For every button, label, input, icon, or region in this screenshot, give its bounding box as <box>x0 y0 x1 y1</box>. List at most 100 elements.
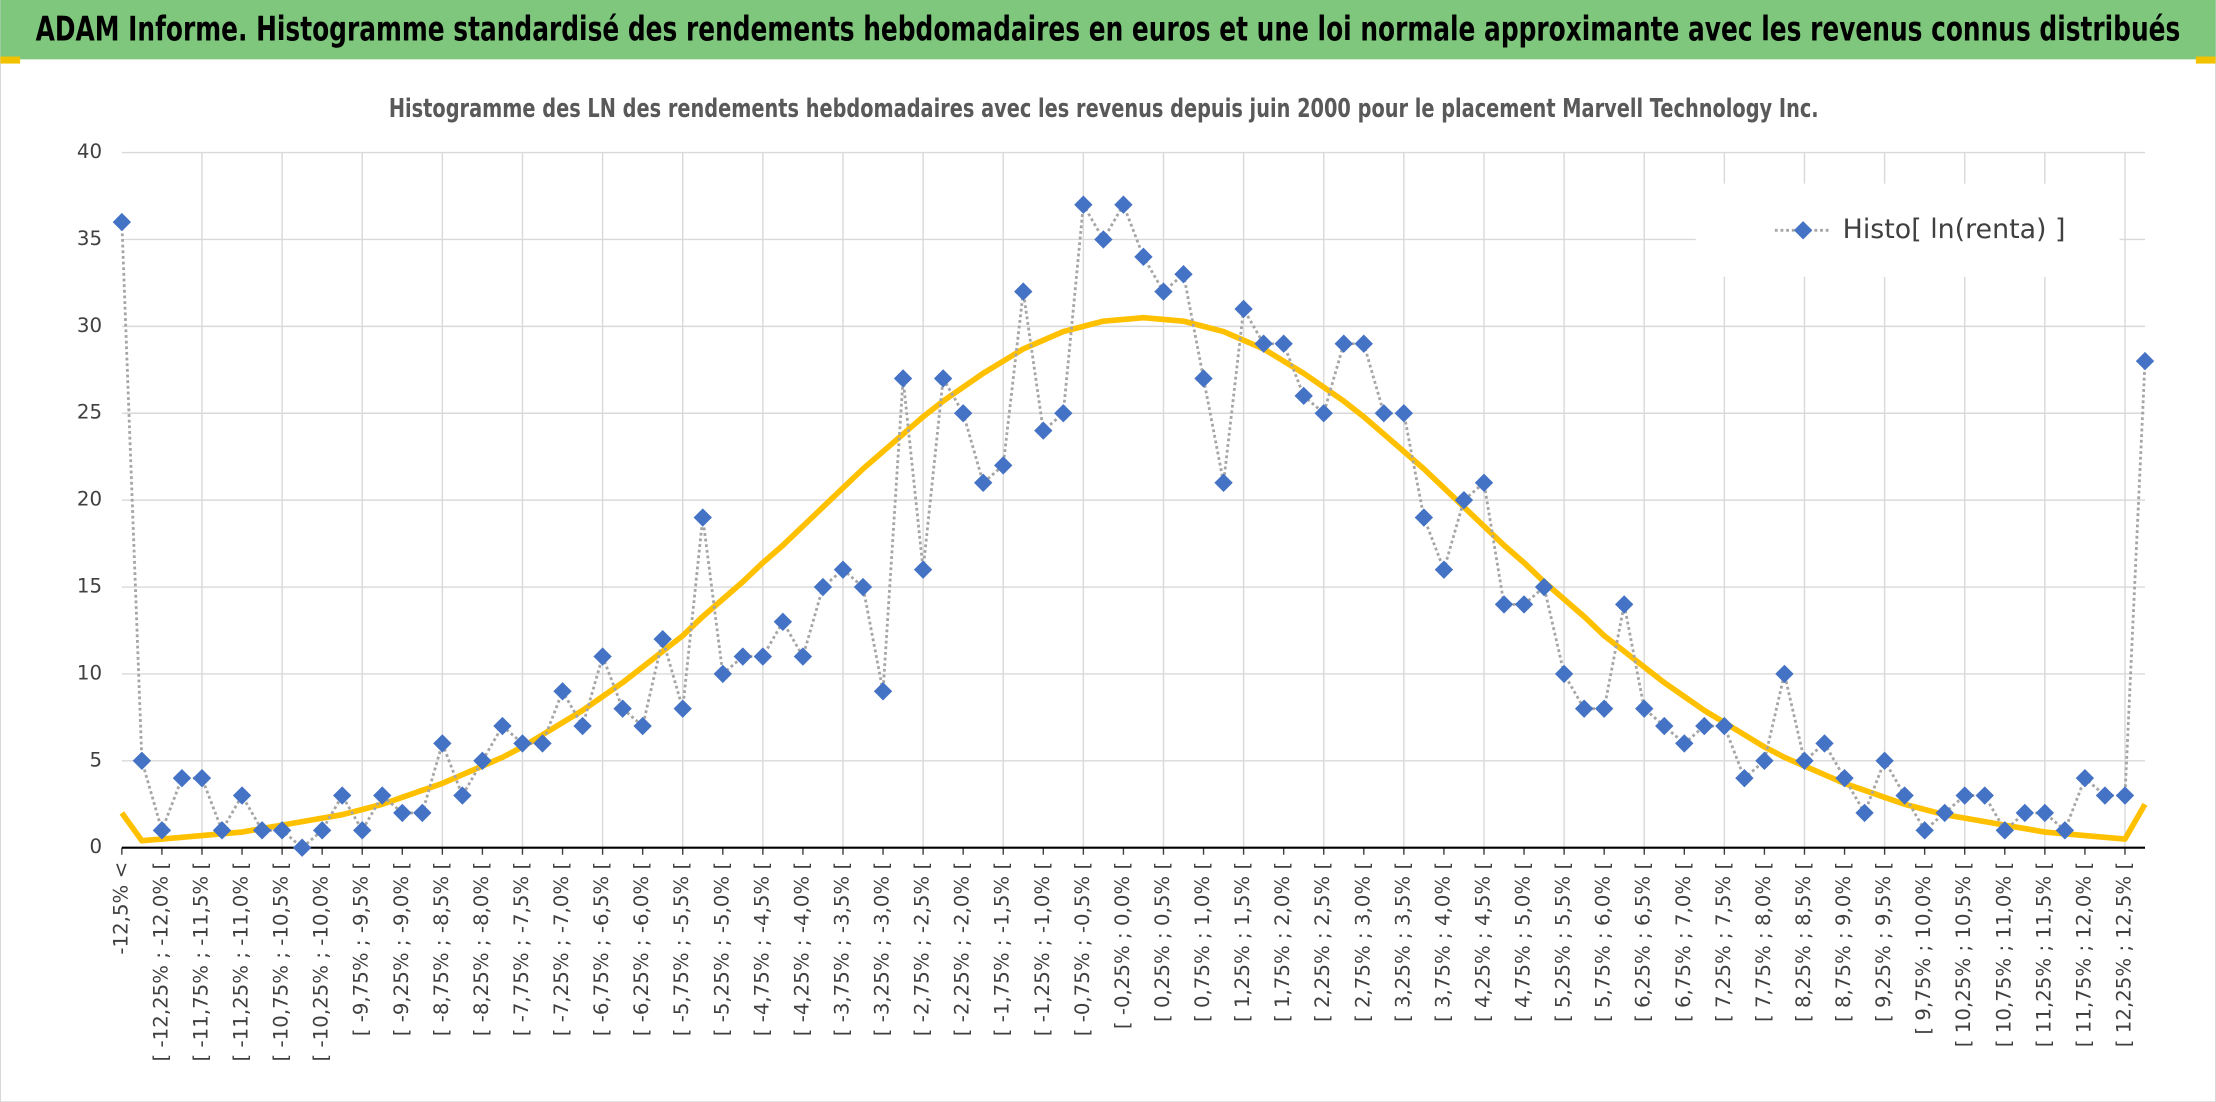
data-point <box>1915 821 1934 840</box>
data-point <box>1054 404 1073 423</box>
data-point <box>873 682 893 701</box>
data-point <box>1314 404 1333 423</box>
x-tick-label: [ 2,25% ; 2,5% [ <box>1311 862 1334 1022</box>
legend-label: Histo[ ln(renta) ] <box>1843 214 2066 245</box>
data-point <box>633 716 652 736</box>
x-tick-label: [ 1,75% ; 2,0% [ <box>1271 862 1294 1022</box>
data-point <box>573 716 592 736</box>
y-tick-label: 30 <box>77 314 102 337</box>
data-point <box>1995 821 2014 840</box>
x-tick-label: [ 6,25% ; 6,5% [ <box>1632 862 1655 1022</box>
data-point <box>793 647 813 666</box>
data-point <box>1434 560 1454 579</box>
data-point <box>1855 803 1874 823</box>
data-point <box>1274 334 1293 353</box>
y-tick-label: 25 <box>77 401 102 424</box>
data-point <box>1975 786 1994 805</box>
data-point <box>2015 803 2035 823</box>
data-point <box>1594 699 1614 718</box>
x-tick-label: [ 3,25% ; 3,5% [ <box>1391 862 1414 1022</box>
data-point <box>533 734 552 753</box>
data-point <box>1574 699 1594 718</box>
data-point <box>1835 768 1854 788</box>
x-tick-label: [ -0,25% ; 0,0% [ <box>1111 862 1134 1029</box>
data-point <box>813 577 833 597</box>
data-point <box>312 821 332 840</box>
data-point <box>1014 282 1033 301</box>
x-tick-label: [ -1,75% ; -1,5% [ <box>991 862 1014 1036</box>
data-point <box>1655 716 1674 736</box>
x-tick-label: [ -0,75% ; -0,5% [ <box>1071 862 1094 1036</box>
corner-right <box>2195 56 2216 64</box>
data-point <box>493 716 512 736</box>
data-point <box>333 786 352 805</box>
data-point <box>433 734 452 753</box>
data-point <box>1795 751 1814 770</box>
data-point <box>1034 421 1053 440</box>
x-tick-label: [ 10,25% ; 10,5% [ <box>1952 862 1975 1047</box>
legend-marker <box>1793 221 1813 240</box>
data-point <box>733 647 753 666</box>
data-point <box>713 664 732 684</box>
chart-subtitle: Histogramme des LN des rendements hebdom… <box>389 93 1819 123</box>
data-point <box>933 369 953 388</box>
data-point <box>1715 716 1734 736</box>
x-tick-label: [ -4,75% ; -4,5% [ <box>750 862 773 1036</box>
data-point <box>773 612 793 631</box>
y-tick-label: 20 <box>77 488 102 511</box>
header-title: ADAM Informe. Histogramme standardisé de… <box>36 10 2181 49</box>
data-point <box>1394 404 1414 423</box>
data-point <box>1374 404 1394 423</box>
data-point <box>1554 664 1574 684</box>
data-point <box>974 473 993 492</box>
data-point <box>192 768 212 788</box>
data-point <box>1474 473 1494 492</box>
x-tick-label: [ -9,75% ; -9,5% [ <box>350 862 373 1036</box>
x-tick-label: [ 3,75% ; 4,0% [ <box>1431 862 1454 1022</box>
data-point <box>413 803 432 823</box>
data-point <box>453 786 472 805</box>
data-point <box>1955 786 1974 805</box>
data-point <box>1174 265 1193 284</box>
data-point <box>393 803 412 823</box>
data-point <box>1534 577 1554 597</box>
x-tick-label: [ 8,25% ; 8,5% [ <box>1792 862 1815 1022</box>
x-tick-label: [ 5,25% ; 5,5% [ <box>1552 862 1575 1022</box>
data-point <box>1635 699 1654 718</box>
data-point <box>1354 334 1373 353</box>
data-point <box>172 768 192 788</box>
data-point <box>1294 386 1313 406</box>
data-point <box>1214 473 1233 492</box>
data-point <box>853 577 873 597</box>
data-point <box>513 734 532 753</box>
x-tick-label: [ -1,25% ; -1,0% [ <box>1031 862 1054 1036</box>
y-tick-label: 5 <box>89 748 102 771</box>
data-point <box>2075 768 2095 788</box>
data-point <box>1094 230 1113 249</box>
x-tick-label: [ 0,75% ; 1,0% [ <box>1191 862 1214 1022</box>
data-point <box>1935 803 1954 823</box>
normal-curve <box>119 314 2148 844</box>
x-tick-label: [ 7,25% ; 7,5% [ <box>1712 862 1735 1022</box>
data-point <box>593 647 612 666</box>
data-point <box>1755 751 1774 770</box>
data-point <box>1254 334 1273 353</box>
x-tick-label: [ -3,25% ; -3,0% [ <box>871 862 894 1036</box>
x-tick-label: [ 7,75% ; 8,0% [ <box>1752 862 1775 1022</box>
data-point <box>1815 734 1834 753</box>
data-point <box>613 699 632 718</box>
data-point <box>1675 734 1694 753</box>
x-tick-label: [ 11,75% ; 12,0% [ <box>2072 862 2095 1047</box>
data-point <box>232 786 252 805</box>
x-tick-label: [ -8,75% ; -8,5% [ <box>430 862 453 1036</box>
data-point <box>1615 595 1634 614</box>
x-tick-label: [ 8,75% ; 9,0% [ <box>1832 862 1855 1022</box>
data-point <box>833 560 853 579</box>
x-tick-label: [ 11,25% ; 11,5% [ <box>2032 862 2055 1047</box>
x-tick-label: [ -6,25% ; -6,0% [ <box>630 862 653 1036</box>
data-point <box>1114 195 1133 214</box>
data-point <box>1514 595 1534 614</box>
x-tick-label: [ 4,25% ; 4,5% [ <box>1471 862 1494 1022</box>
